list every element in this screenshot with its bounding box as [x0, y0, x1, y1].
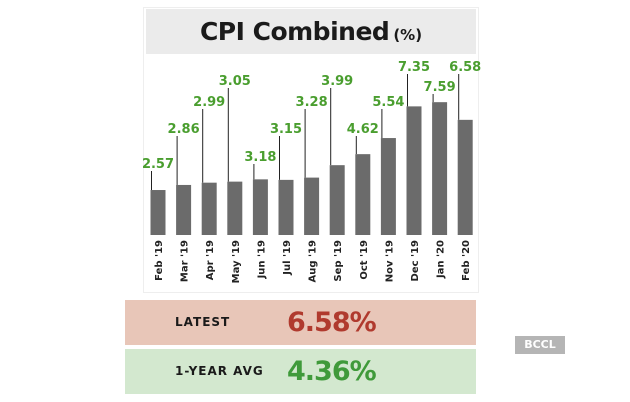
x-tick-label: May '19	[231, 240, 242, 283]
bar	[432, 102, 448, 235]
latest-box: LATEST 6.58%	[125, 300, 476, 345]
bar	[329, 165, 345, 235]
x-tick-label: Dec '19	[410, 240, 421, 282]
bar	[304, 177, 320, 235]
x-tick-label: Jan '20	[436, 240, 447, 279]
avg-label: 1-YEAR AVG	[175, 364, 264, 378]
x-tick-label: Jul '19	[282, 240, 293, 276]
data-label: 3.15	[270, 122, 302, 137]
data-label: 3.28	[296, 95, 328, 110]
data-label: 4.62	[347, 122, 379, 137]
bar	[227, 181, 243, 235]
data-label: 2.86	[168, 122, 200, 137]
bar	[252, 179, 268, 235]
bar	[406, 106, 422, 235]
x-tick-label: Apr '19	[205, 240, 216, 280]
bar	[355, 154, 371, 235]
bar	[380, 138, 396, 235]
x-tick-label: Feb '19	[154, 240, 165, 281]
latest-value: 6.58%	[287, 307, 377, 338]
data-label: 3.99	[321, 74, 353, 89]
data-label: 3.18	[244, 150, 276, 165]
x-tick-label: Feb '20	[461, 240, 472, 281]
bccl-watermark: BCCL	[515, 336, 565, 354]
data-label: 2.57	[142, 157, 174, 172]
x-tick-label: Jun '19	[256, 240, 267, 279]
x-tick-label: Aug '19	[308, 240, 319, 283]
bar	[176, 184, 192, 235]
x-tick-label: Sep '19	[333, 240, 344, 282]
data-label: 7.35	[398, 60, 430, 75]
avg-box: 1-YEAR AVG 4.36%	[125, 349, 476, 394]
data-label: 3.05	[219, 74, 251, 89]
data-label: 6.58	[449, 60, 481, 75]
chart-title-unit: (%)	[393, 26, 423, 44]
bar	[150, 190, 166, 235]
data-label: 2.99	[193, 95, 225, 110]
latest-label: LATEST	[175, 315, 231, 329]
x-tick-label: Nov '19	[384, 240, 395, 282]
bar	[201, 182, 217, 235]
chart-card	[143, 7, 479, 293]
x-tick-label: Oct '19	[359, 240, 370, 280]
data-label: 5.54	[372, 95, 404, 110]
avg-value: 4.36%	[287, 356, 377, 387]
bar	[457, 119, 473, 235]
data-label: 7.59	[424, 80, 456, 95]
x-tick-label: Mar '19	[180, 240, 191, 282]
chart-title-text: CPI Combined	[199, 17, 390, 46]
chart-title: CPI Combined (%)	[146, 9, 476, 54]
bar-chart: 2.57 Feb '19 2.86 Mar '19 2.99 Apr '19 3.05 May…	[142, 60, 481, 283]
bar	[278, 179, 294, 235]
